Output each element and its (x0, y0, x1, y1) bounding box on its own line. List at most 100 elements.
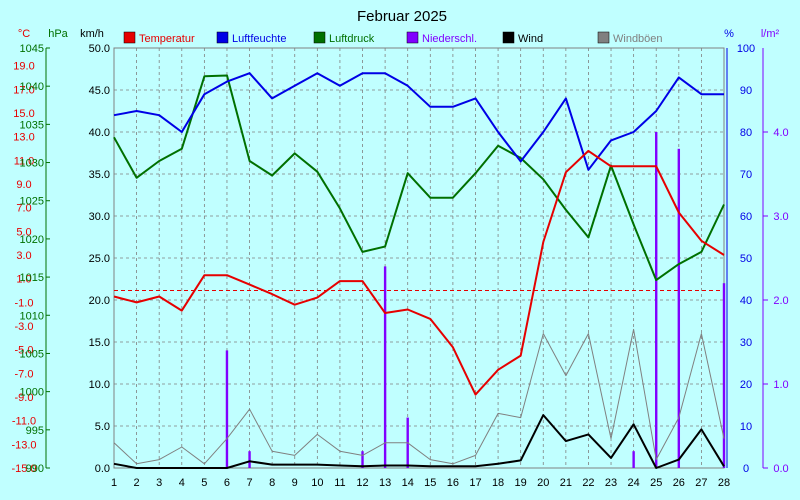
temp-tick-label: -15.0 (11, 463, 36, 475)
x-tick-label: 6 (224, 477, 230, 489)
legend-label: Luftfeuchte (232, 33, 286, 45)
pressure-tick-label: 1015 (20, 272, 44, 284)
legend-item: Luftdruck (313, 31, 375, 45)
precipitation-bar (632, 451, 635, 468)
wind-tick-label: 30.0 (89, 211, 110, 223)
legend-item: Wind (502, 31, 543, 45)
x-tick-label: 15 (424, 477, 436, 489)
legend-swatch (406, 31, 419, 44)
precipitation-bar (655, 132, 658, 468)
chart-title: Februar 2025 (357, 8, 447, 25)
legend-item: Luftfeuchte (216, 31, 286, 45)
series-lines (113, 72, 725, 469)
x-tick-label: 28 (718, 477, 730, 489)
series-line-windböen (113, 328, 725, 465)
temp-tick-label: -11.0 (12, 416, 36, 428)
precip-axis-unit: l/m² (761, 28, 780, 40)
pressure-tick-label: 1030 (20, 158, 44, 170)
legend-swatch (597, 31, 610, 44)
humidity-axis-unit: % (724, 28, 734, 40)
x-tick-label: 26 (673, 477, 685, 489)
precipitation-bar (248, 451, 251, 468)
wind-tick-label: 40.0 (89, 127, 110, 139)
x-tick-label: 27 (695, 477, 707, 489)
temp-tick-label: 15.0 (13, 108, 34, 120)
x-tick-label: 25 (650, 477, 662, 489)
legend-swatch (123, 31, 136, 44)
x-tick-label: 16 (447, 477, 459, 489)
legend-item: Temperatur (123, 31, 195, 45)
legend-item: Windböen (597, 31, 663, 45)
legend-swatch (216, 31, 229, 44)
pressure-tick-label: 1035 (20, 119, 44, 131)
precip-tick-label: 3.0 (773, 211, 788, 223)
pressure-tick-label: 990 (26, 463, 44, 475)
x-tick-label: 22 (582, 477, 594, 489)
x-tick-label: 7 (246, 477, 252, 489)
series-line-temperatur (113, 149, 725, 396)
legend-label: Luftdruck (329, 33, 375, 45)
legend-swatch (502, 31, 515, 44)
chart-legend: Temperatur Luftfeuchte Luftdruck Niederschl… (123, 31, 663, 45)
x-tick-label: 5 (201, 477, 207, 489)
x-tick-label: 8 (269, 477, 275, 489)
pressure-tick-label: 1020 (20, 234, 44, 246)
x-tick-label: 20 (537, 477, 549, 489)
legend-label: Niederschl. (422, 33, 477, 45)
temp-tick-label: -3.0 (15, 321, 34, 333)
x-tick-label: 2 (134, 477, 140, 489)
wind-tick-label: 20.0 (89, 295, 110, 307)
legend-label: Wind (518, 33, 543, 45)
legend-swatch (313, 31, 326, 44)
precipitation-bar (677, 148, 681, 469)
temp-tick-label: -5.0 (15, 345, 34, 357)
x-tick-label: 9 (292, 477, 298, 489)
pressure-tick-label: 1010 (20, 310, 44, 322)
legend-label: Temperatur (139, 33, 195, 45)
humidity-tick-label: 10 (740, 421, 752, 433)
x-tick-label: 23 (605, 477, 617, 489)
x-tick-label: 18 (492, 477, 504, 489)
x-tick-label: 19 (515, 477, 527, 489)
x-tick-label: 11 (334, 477, 345, 489)
pressure-tick-label: 1040 (20, 81, 44, 93)
series-line-luftfeuchte (113, 72, 724, 171)
humidity-tick-label: 0 (743, 463, 749, 475)
precipitation-bar (225, 350, 229, 468)
temp-tick-label: 9.0 (16, 179, 31, 191)
x-tick-label: 4 (179, 477, 185, 489)
legend-item: Niederschl. (406, 31, 477, 45)
x-tick-label: 24 (628, 477, 640, 489)
temp-tick-label: 17.0 (13, 84, 34, 96)
pressure-tick-label: 1045 (20, 43, 44, 55)
wind-tick-label: 45.0 (89, 85, 110, 97)
temp-tick-label: -9.0 (15, 392, 34, 404)
precipitation-bar (361, 451, 364, 468)
precip-tick-label: 0.0 (773, 463, 788, 475)
temp-tick-label: 5.0 (16, 226, 31, 238)
wind-tick-label: 35.0 (89, 169, 110, 181)
x-tick-label: 21 (560, 477, 572, 489)
humidity-tick-label: 80 (740, 127, 752, 139)
temp-tick-label: 3.0 (16, 250, 31, 262)
chart-axes: 19.017.015.013.011.09.07.05.03.01.0-1.0-… (11, 43, 788, 489)
wind-axis-unit: km/h (80, 28, 104, 40)
pressure-tick-label: 1025 (20, 196, 44, 208)
wind-tick-label: 50.0 (89, 43, 110, 55)
x-tick-label: 3 (156, 477, 162, 489)
x-tick-label: 17 (469, 477, 481, 489)
humidity-tick-label: 40 (740, 295, 752, 307)
x-tick-label: 1 (111, 477, 117, 489)
wind-tick-label: 10.0 (89, 379, 110, 391)
x-tick-label: 12 (356, 477, 368, 489)
temp-tick-label: 11.0 (14, 155, 35, 167)
humidity-tick-label: 20 (740, 379, 752, 391)
temp-tick-label: -7.0 (15, 368, 34, 380)
x-tick-label: 10 (311, 477, 323, 489)
pressure-tick-label: 995 (26, 425, 44, 437)
humidity-tick-label: 30 (740, 337, 752, 349)
temp-tick-label: 19.0 (13, 61, 34, 73)
temp-tick-label: -1.0 (15, 297, 34, 309)
